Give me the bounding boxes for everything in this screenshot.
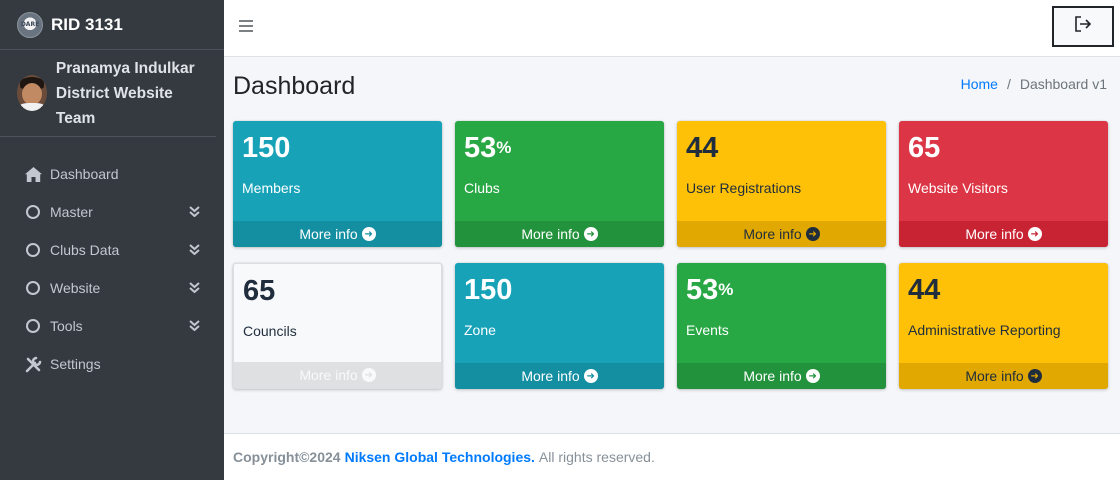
more-info-link[interactable]: More info ➜ <box>455 221 664 247</box>
hamburger-menu-icon[interactable] <box>239 20 253 34</box>
user-name[interactable]: Pranamya Indulkar District Website Team <box>55 59 195 127</box>
company-link[interactable]: Niksen Global Technologies. <box>344 449 535 465</box>
more-info-link[interactable]: More info ➜ <box>677 363 886 389</box>
more-info-link[interactable]: More info ➜ <box>899 363 1108 389</box>
stat-value: 53% <box>464 132 512 164</box>
stat-value: 65 <box>908 132 941 164</box>
stat-box-administrative-reporting: 44 Administrative Reporting More info ➜ <box>899 263 1108 389</box>
arrow-circle-right-icon: ➜ <box>361 368 376 382</box>
sidebar-item-label: Tools <box>50 318 83 334</box>
stat-box-website-visitors: 65 Website Visitors More info ➜ <box>899 121 1108 247</box>
more-info-link[interactable]: More info ➜ <box>677 221 886 247</box>
page-title: Dashboard <box>233 72 356 100</box>
stat-value: 65 <box>243 275 276 307</box>
avatar <box>17 75 47 111</box>
sign-out-icon <box>1074 16 1092 37</box>
stat-box-user-registrations: 44 User Registrations More info ➜ <box>677 121 886 247</box>
stat-label: Administrative Reporting <box>908 322 1061 338</box>
circle-icon <box>24 317 42 335</box>
arrow-circle-right-icon: ➜ <box>583 369 598 383</box>
stat-box-zone: 150 Zone More info ➜ <box>455 263 664 389</box>
brand-logo: DARE <box>17 11 43 38</box>
arrow-circle-right-icon: ➜ <box>583 227 598 241</box>
more-info-link[interactable]: More info ➜ <box>899 221 1108 247</box>
stat-label: Councils <box>243 323 297 339</box>
circle-icon <box>24 279 42 297</box>
chevron-double-down-icon <box>189 280 200 296</box>
rights-text: All rights reserved. <box>538 449 655 465</box>
arrow-circle-right-icon: ➜ <box>361 227 376 241</box>
page-footer: Copyright©2024 Niksen Global Technologie… <box>224 433 1120 480</box>
sidebar-item-label: Settings <box>50 356 101 372</box>
sidebar-item-label: Website <box>50 280 101 296</box>
sidebar-item-tools[interactable]: Tools <box>0 307 224 345</box>
arrow-circle-right-icon: ➜ <box>805 227 820 241</box>
stat-box-events: 53% Events More info ➜ <box>677 263 886 389</box>
stat-value: 150 <box>464 274 513 306</box>
sidebar-item-label: Master <box>50 204 93 220</box>
sidebar-nav: Dashboard Master Clubs Data Website Tool… <box>0 155 224 383</box>
stat-label: Members <box>242 180 301 196</box>
stat-label: User Registrations <box>686 180 802 196</box>
stat-value: 150 <box>242 132 291 164</box>
stat-box-members: 150 Members More info ➜ <box>233 121 442 247</box>
more-info-link[interactable]: More info ➜ <box>455 363 664 389</box>
breadcrumb-current: Dashboard v1 <box>1019 76 1107 92</box>
home-icon <box>24 165 42 183</box>
user-panel[interactable]: Pranamya Indulkar District Website Team <box>0 50 216 137</box>
chevron-double-down-icon <box>189 242 200 258</box>
sidebar-item-master[interactable]: Master <box>0 193 224 231</box>
stat-label: Website Visitors <box>908 180 1008 196</box>
tools-icon <box>24 355 42 373</box>
brand-name: RID 3131 <box>51 14 123 34</box>
arrow-circle-right-icon: ➜ <box>805 369 820 383</box>
breadcrumb: Home / Dashboard v1 <box>960 76 1107 92</box>
sidebar-item-website[interactable]: Website <box>0 269 224 307</box>
breadcrumb-home-link[interactable]: Home <box>960 76 998 92</box>
circle-icon <box>24 203 42 221</box>
sidebar-item-settings[interactable]: Settings <box>0 345 224 383</box>
logout-button[interactable] <box>1052 6 1114 47</box>
chevron-double-down-icon <box>189 318 200 334</box>
sidebar-item-dashboard[interactable]: Dashboard <box>0 155 224 193</box>
arrow-circle-right-icon: ➜ <box>1027 227 1042 241</box>
chevron-double-down-icon <box>189 204 200 220</box>
stat-label: Zone <box>464 322 496 338</box>
brand-link[interactable]: DARE RID 3131 <box>0 0 224 50</box>
sidebar-item-clubs-data[interactable]: Clubs Data <box>0 231 224 269</box>
sidebar-item-label: Clubs Data <box>50 242 120 258</box>
more-info-link[interactable]: More info ➜ <box>234 362 441 388</box>
stat-label: Clubs <box>464 180 500 196</box>
sidebar: DARE RID 3131 Pranamya Indulkar District… <box>0 0 224 480</box>
more-info-link[interactable]: More info ➜ <box>233 221 442 247</box>
arrow-circle-right-icon: ➜ <box>1027 369 1042 383</box>
stat-value: 53% <box>686 274 734 306</box>
stat-value: 44 <box>908 274 941 306</box>
stat-value: 44 <box>686 132 719 164</box>
top-navbar <box>224 0 1120 57</box>
sidebar-item-label: Dashboard <box>50 166 119 182</box>
circle-icon <box>24 241 42 259</box>
copyright-text: Copyright©2024 <box>233 449 341 465</box>
stat-box-clubs: 53% Clubs More info ➜ <box>455 121 664 247</box>
stat-box-councils: 65 Councils More info ➜ <box>233 263 442 389</box>
stat-label: Events <box>686 322 729 338</box>
